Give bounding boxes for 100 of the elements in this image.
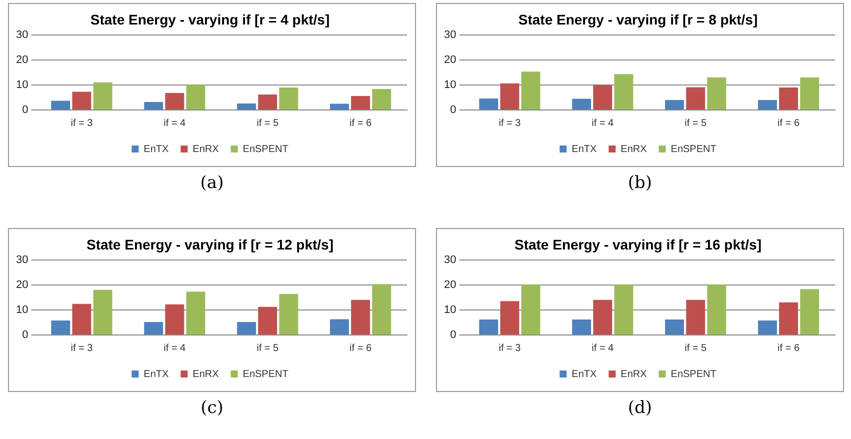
bar <box>593 85 612 110</box>
legend-label: EnSPENT <box>242 368 288 380</box>
x-tick-label: if = 4 <box>592 118 614 129</box>
bar <box>330 319 349 334</box>
bar <box>572 319 592 334</box>
legend-label: EnSPENT <box>670 144 716 155</box>
bar <box>572 98 592 110</box>
bar <box>144 322 164 334</box>
x-tick-label: if = 4 <box>592 342 614 354</box>
y-tick-label: 0 <box>22 329 28 342</box>
bar <box>779 302 798 334</box>
y-tick-label: 10 <box>16 78 28 91</box>
bar <box>93 82 112 110</box>
y-tick-label: 20 <box>16 54 28 66</box>
y-tick-label: 0 <box>22 104 28 116</box>
legend-label: EnSPENT <box>242 144 288 155</box>
x-tick-label: if = 4 <box>164 342 186 354</box>
bar <box>665 319 684 334</box>
text: (b) <box>626 173 654 193</box>
bar <box>237 322 256 334</box>
legend-label: EnTX <box>144 144 169 155</box>
bar <box>51 100 70 110</box>
chart-title: State Energy - varying if [r = 8 pkt/s] <box>518 11 758 28</box>
x-tick-label: if = 3 <box>70 118 94 129</box>
bar <box>93 290 112 334</box>
bar <box>758 320 777 334</box>
x-tick-label: if = 6 <box>778 118 800 129</box>
bar <box>614 284 634 334</box>
legend-label: EnTX <box>572 368 597 380</box>
bar <box>707 284 726 334</box>
bar <box>479 98 498 110</box>
x-tick-label: if = 3 <box>498 118 522 129</box>
x-tick-label: if = 5 <box>684 342 707 354</box>
y-tick-label: 30 <box>444 28 456 41</box>
bar <box>521 284 540 334</box>
bar <box>165 304 184 334</box>
x-tick-label: if = 5 <box>256 118 279 129</box>
y-tick-label: 30 <box>444 254 456 266</box>
bar <box>351 96 370 110</box>
text: (a) <box>199 173 225 193</box>
y-tick-label: 10 <box>444 78 456 91</box>
bar <box>800 77 820 110</box>
chart-title: State Energy - varying if [r = 16 pkt/s] <box>514 236 762 252</box>
bar <box>330 104 349 110</box>
y-tick-label: 10 <box>16 304 28 316</box>
y-tick-label: 30 <box>16 254 28 266</box>
text: (d) <box>626 398 654 418</box>
x-tick-label: if = 6 <box>350 118 372 129</box>
bar <box>279 294 298 334</box>
x-tick-label: if = 6 <box>778 342 800 354</box>
x-tick-label: if = 3 <box>70 342 94 354</box>
bar <box>707 77 726 110</box>
y-tick-label: 10 <box>444 304 456 316</box>
x-tick-label: if = 5 <box>256 342 279 354</box>
bar <box>279 87 298 110</box>
bar <box>51 320 70 334</box>
bar <box>72 304 92 334</box>
x-tick-label: if = 3 <box>498 342 522 354</box>
bar <box>500 301 520 334</box>
y-tick-label: 0 <box>450 104 456 116</box>
legend-label: EnRX <box>192 368 220 380</box>
legend-label: EnTX <box>572 144 597 155</box>
chart-title: State Energy - varying if [r = 12 pkt/s] <box>86 236 334 252</box>
legend-label: EnSPENT <box>670 368 716 380</box>
bar <box>800 289 820 334</box>
x-tick-label: if = 5 <box>684 118 707 129</box>
bar <box>686 87 706 110</box>
text: (c) <box>200 398 224 418</box>
bar <box>614 74 634 110</box>
y-tick-label: 0 <box>450 329 456 342</box>
y-tick-label: 20 <box>444 278 456 291</box>
bar <box>372 88 392 110</box>
bar <box>686 300 706 334</box>
y-tick-label: 20 <box>16 278 28 291</box>
bar <box>72 92 92 110</box>
y-tick-label: 20 <box>444 54 456 66</box>
bar <box>758 100 777 110</box>
legend-label: EnTX <box>144 368 169 380</box>
bar <box>144 102 164 110</box>
legend-label: EnRX <box>620 368 648 380</box>
bar <box>593 300 612 334</box>
bar <box>237 103 256 110</box>
x-tick-label: if = 4 <box>164 118 186 129</box>
bar <box>521 72 540 110</box>
y-tick-label: 30 <box>16 28 28 41</box>
bar <box>165 92 184 110</box>
chart-title: State Energy - varying if [r = 4 pkt/s] <box>90 11 330 28</box>
legend-label: EnRX <box>620 144 648 155</box>
bar <box>500 83 520 110</box>
x-tick-label: if = 6 <box>350 342 372 354</box>
bar <box>351 300 370 334</box>
bar <box>479 319 498 334</box>
bar <box>186 84 206 110</box>
bar <box>258 306 278 334</box>
bar <box>258 94 278 110</box>
bar <box>186 292 206 334</box>
bar <box>372 284 392 334</box>
bar <box>665 100 684 110</box>
bar <box>779 87 798 110</box>
legend-label: EnRX <box>192 144 220 155</box>
